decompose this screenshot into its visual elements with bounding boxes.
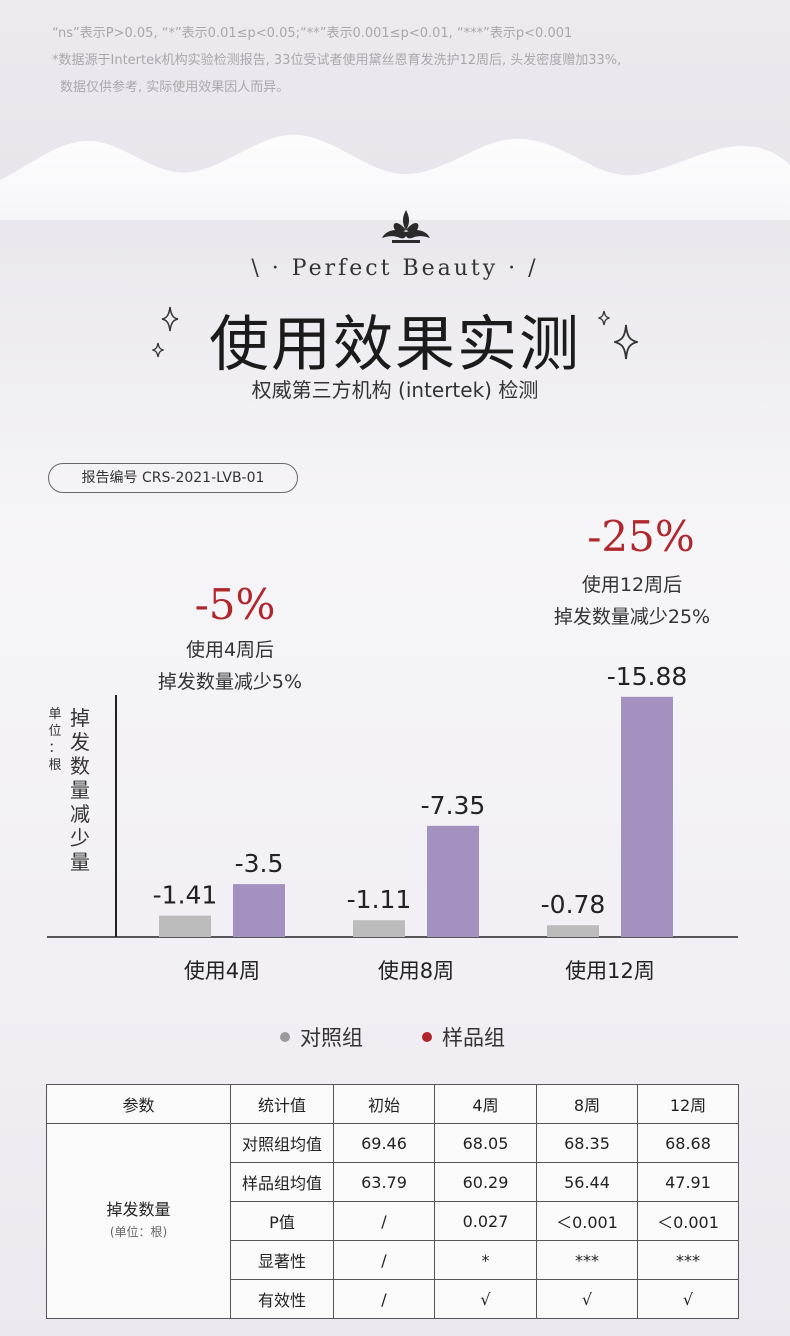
legend-label-sample: 样品组	[442, 1026, 505, 1050]
table-cell: ＜0.001	[637, 1201, 739, 1241]
param-cell: 掉发数量 (单位：根)	[46, 1123, 231, 1319]
table-header-cell: 统计值	[230, 1084, 334, 1124]
footnote-significance: “ns”表示P>0.05, “*”表示0.01≤p<0.05;“**”表示0.0…	[52, 26, 573, 41]
bar-chart: -1.41 -3.5 使用4周 -1.11 -7.35 使用8周 -0.78 -15.88 使用…	[47, 662, 738, 983]
table-row: 显著性 / * *** ***	[47, 1240, 739, 1280]
callout-12w-note: 使用12周后 掉发数量减少25%	[522, 569, 742, 633]
table-cell: 69.46	[333, 1123, 435, 1163]
legend-item-sample: 样品组	[422, 1022, 505, 1052]
bar-value-label: -7.35	[421, 791, 486, 820]
table-header-cell: 8周	[536, 1084, 638, 1124]
table-cell: /	[333, 1240, 435, 1280]
sparkle-icon	[161, 306, 179, 332]
bar-value-label: -1.11	[347, 885, 412, 914]
callout-12w-line2: 掉发数量减少25%	[553, 606, 711, 628]
table-row: P值 / 0.027 ＜0.001 ＜0.001	[47, 1201, 739, 1241]
legend-dot-sample	[422, 1032, 432, 1042]
x-tick-label: 使用8周	[378, 959, 454, 983]
bar-value-label: -3.5	[235, 849, 284, 878]
table-cell: ***	[536, 1240, 638, 1280]
table-cell: 68.35	[536, 1123, 638, 1163]
bar-sample	[233, 884, 285, 937]
param-unit: (单位：根)	[109, 1225, 168, 1239]
bar-control	[353, 920, 405, 937]
table-cell: *	[434, 1240, 537, 1280]
fleur-ornament-icon	[382, 210, 430, 243]
table-header-cell: 4周	[434, 1084, 537, 1124]
sparkle-icon	[152, 342, 164, 358]
table-cell: ***	[637, 1240, 739, 1280]
bar-value-label: -1.41	[153, 881, 218, 910]
sparkle-icon	[614, 324, 638, 360]
bar-control	[547, 925, 599, 937]
bar-value-label: -15.88	[607, 662, 688, 691]
bar-control	[159, 915, 211, 937]
table-row: 掉发数量 (单位：根) 对照组均值 69.46 68.05 68.35 68.6…	[46, 1123, 739, 1319]
table-cell: 对照组均值	[230, 1123, 334, 1163]
table-header-cell: 初始	[333, 1084, 435, 1124]
axis-unit-label: 单位：根	[48, 707, 62, 773]
wave-divider	[0, 134, 790, 220]
param-name: 掉发数量	[106, 1200, 171, 1219]
table-row: 有效性 / √ √ √	[47, 1279, 739, 1319]
legend-dot-control	[280, 1032, 290, 1042]
table-cell: 有效性	[230, 1279, 334, 1319]
table-cell: /	[333, 1279, 435, 1319]
table-header-row: 参数 统计值 初始 4周 8周 12周	[46, 1084, 739, 1124]
table-cell: 68.05	[434, 1123, 537, 1163]
table-row: 样品组均值 63.79 60.29 56.44 47.91	[47, 1162, 739, 1202]
table-cell: 47.91	[637, 1162, 739, 1202]
table-cell: 68.68	[637, 1123, 739, 1163]
callout-4w-line1: 使用4周后	[185, 639, 275, 661]
bar-sample	[621, 696, 673, 937]
callout-4w-line2: 掉发数量减少5%	[157, 671, 303, 693]
sparkle-icon	[598, 310, 610, 326]
callout-4w-percent: -5%	[194, 580, 276, 629]
x-tick-label: 使用4周	[184, 959, 260, 983]
table-cell: 60.29	[434, 1162, 537, 1202]
table-cell: 56.44	[536, 1162, 638, 1202]
legend: 对照组 样品组	[0, 1022, 790, 1052]
table-cell: √	[434, 1279, 537, 1319]
brand-subtitle: \ · Perfect Beauty · /	[251, 256, 539, 281]
legend-item-control: 对照组	[280, 1022, 363, 1052]
bar-value-label: -0.78	[541, 890, 606, 919]
table-cell: 显著性	[230, 1240, 334, 1280]
x-tick-label: 使用12周	[565, 959, 655, 983]
results-table: 参数 统计值 初始 4周 8周 12周 掉发数量 (单位：根) 对照组均值 69…	[46, 1084, 739, 1319]
table-cell: √	[536, 1279, 638, 1319]
bar-sample	[427, 825, 479, 937]
report-number-badge: 报告编号 CRS-2021-LVB-01	[48, 463, 298, 493]
table-cell: √	[637, 1279, 739, 1319]
table-cell: ＜0.001	[536, 1201, 638, 1241]
callout-12w-percent: -25%	[587, 512, 695, 561]
test-description: 权威第三方机构 (intertek) 检测	[251, 378, 539, 402]
callout-4w-note: 使用4周后 掉发数量减少5%	[130, 634, 330, 698]
table-header-cell: 12周	[637, 1084, 739, 1124]
table-cell: P值	[230, 1201, 334, 1241]
table-cell: 0.027	[434, 1201, 537, 1241]
y-axis-label: 掉发数量减少量	[70, 706, 90, 874]
callout-12w-line1: 使用12周后	[581, 574, 683, 596]
table-header-cell: 参数	[46, 1084, 231, 1124]
footnote-source: *数据源于Intertek机构实验检测报告, 33位受试者使用黛丝恩育发洗护12…	[52, 53, 622, 68]
legend-label-control: 对照组	[300, 1026, 363, 1050]
table-cell: /	[333, 1201, 435, 1241]
page-title: 使用效果实测	[209, 310, 581, 380]
table-cell: 样品组均值	[230, 1162, 334, 1202]
footnote-disclaimer: 数据仅供参考, 实际使用效果因人而异。	[60, 80, 290, 95]
table-cell: 63.79	[333, 1162, 435, 1202]
